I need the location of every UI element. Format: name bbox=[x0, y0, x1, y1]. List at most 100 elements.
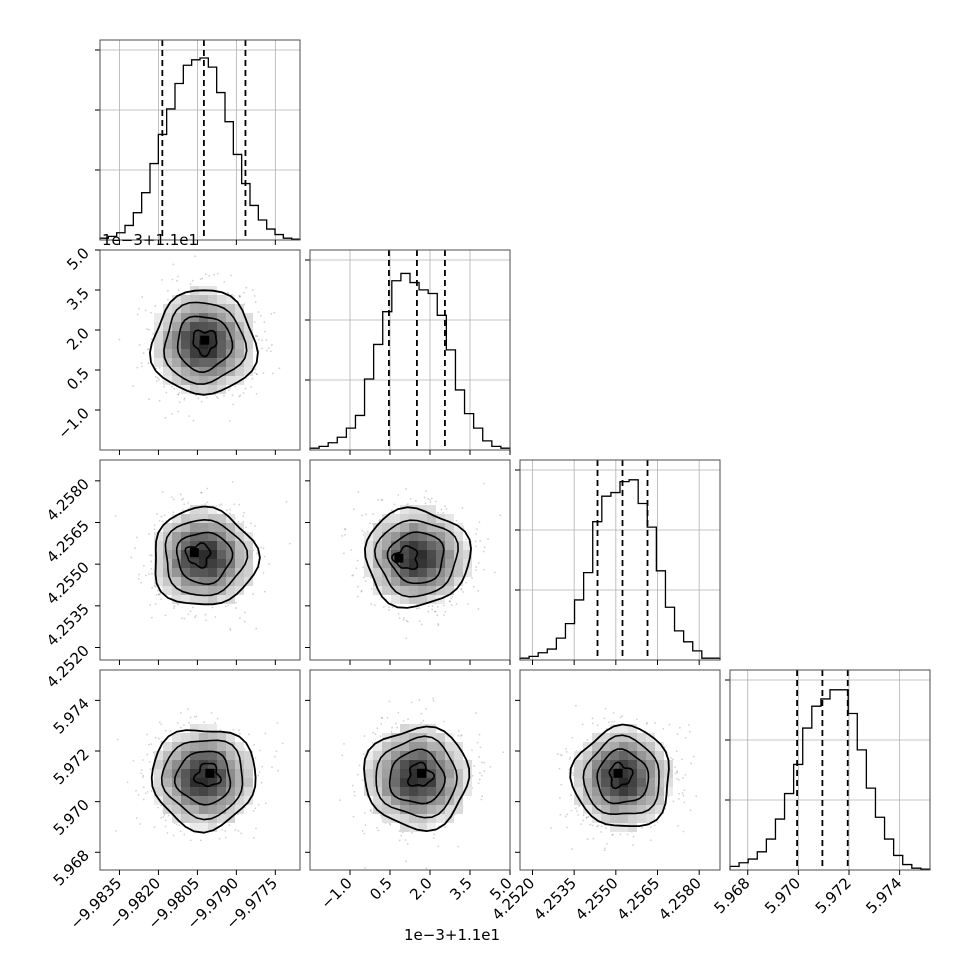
scatter-point bbox=[688, 724, 690, 726]
scatter-panel-3-2 bbox=[519, 669, 721, 871]
scatter-point bbox=[427, 610, 430, 613]
scatter-point bbox=[650, 839, 652, 842]
scatter-point bbox=[483, 770, 486, 772]
scatter-point bbox=[343, 527, 346, 530]
scatter-point bbox=[214, 616, 217, 618]
scatter-point bbox=[141, 365, 143, 368]
scatter-point bbox=[179, 711, 182, 714]
scatter-point bbox=[142, 786, 145, 789]
scatter-point bbox=[391, 726, 393, 729]
contour-line bbox=[608, 761, 634, 790]
density-cell bbox=[463, 541, 472, 550]
scatter-point bbox=[160, 515, 163, 518]
density-cell bbox=[154, 760, 163, 769]
scatter-point bbox=[559, 753, 562, 756]
scatter-point bbox=[153, 528, 156, 531]
density-cell bbox=[172, 796, 181, 805]
density-cell bbox=[601, 787, 610, 796]
scatter-point bbox=[414, 499, 417, 502]
scatter-point bbox=[379, 518, 381, 521]
scatter-point bbox=[656, 821, 659, 824]
density-cell bbox=[208, 340, 217, 349]
scatter-point bbox=[363, 812, 366, 814]
density-cell bbox=[181, 778, 190, 787]
density-cell bbox=[190, 742, 199, 751]
density-cell bbox=[427, 724, 436, 733]
density-cell bbox=[235, 331, 244, 340]
density-cell bbox=[418, 778, 427, 787]
density-cell bbox=[382, 577, 391, 586]
density-cell bbox=[208, 778, 217, 787]
density-cell bbox=[235, 550, 244, 559]
density-cell bbox=[628, 724, 637, 733]
scatter-point bbox=[177, 410, 180, 413]
density-cell bbox=[391, 814, 400, 823]
density-cell bbox=[181, 568, 190, 577]
density-cell bbox=[400, 577, 409, 586]
density-cell bbox=[454, 532, 463, 541]
scatter-point bbox=[356, 773, 359, 776]
scatter-point bbox=[641, 827, 644, 829]
density-cell bbox=[400, 814, 409, 823]
density-cell bbox=[208, 313, 217, 322]
density-cell bbox=[244, 778, 253, 787]
density-cell bbox=[628, 760, 637, 769]
scatter-point bbox=[478, 733, 481, 736]
scatter-point bbox=[374, 733, 377, 735]
scatter-point bbox=[163, 813, 166, 816]
contour-line bbox=[163, 301, 248, 385]
scatter-point bbox=[462, 591, 465, 593]
scatter-point bbox=[465, 581, 467, 584]
scatter-point bbox=[142, 759, 144, 761]
scatter-point bbox=[116, 738, 119, 741]
scatter-point bbox=[475, 566, 478, 569]
density-cell bbox=[409, 550, 418, 559]
scatter-point bbox=[364, 580, 367, 582]
scatter-point bbox=[132, 385, 135, 387]
scatter-point bbox=[257, 803, 260, 806]
density-cell bbox=[190, 724, 199, 733]
density-cell bbox=[463, 769, 472, 778]
scatter-point bbox=[193, 715, 196, 718]
density-cell bbox=[400, 514, 409, 523]
scatter-point bbox=[210, 712, 213, 714]
scatter-point bbox=[604, 847, 606, 850]
scatter-point bbox=[606, 842, 608, 845]
density-cell bbox=[382, 568, 391, 577]
scatter-point bbox=[134, 547, 136, 550]
scatter-point bbox=[138, 307, 140, 310]
density-cell bbox=[409, 523, 418, 532]
density-cell bbox=[655, 760, 664, 769]
scatter-point bbox=[357, 491, 360, 493]
scatter-point bbox=[158, 378, 160, 381]
density-cell bbox=[172, 733, 181, 742]
scatter-point bbox=[460, 588, 463, 591]
scatter-point bbox=[150, 743, 153, 746]
density-cell bbox=[217, 769, 226, 778]
scatter-point bbox=[140, 362, 143, 364]
density-cell bbox=[190, 523, 199, 532]
scatter-point bbox=[255, 392, 258, 395]
scatter-point bbox=[252, 809, 255, 812]
scatter-point bbox=[243, 511, 245, 514]
scatter-point bbox=[136, 366, 139, 369]
scatter-point bbox=[221, 828, 224, 831]
scatter-point bbox=[142, 776, 144, 779]
scatter-point bbox=[684, 774, 687, 776]
scatter-point bbox=[161, 491, 164, 494]
scatter-point bbox=[391, 606, 394, 609]
scatter-point bbox=[248, 733, 250, 736]
scatter-point bbox=[148, 533, 150, 536]
panel-background bbox=[730, 670, 930, 870]
scatter-point bbox=[357, 585, 359, 588]
scatter-point bbox=[177, 289, 180, 292]
scatter-point bbox=[250, 522, 252, 525]
density-cell bbox=[409, 514, 418, 523]
scatter-point bbox=[237, 521, 240, 523]
scatter-point bbox=[394, 722, 397, 725]
density-cell bbox=[583, 751, 592, 760]
contour-line bbox=[164, 518, 249, 597]
density-cell bbox=[610, 823, 619, 832]
contour-line bbox=[375, 735, 458, 819]
scatter-point bbox=[362, 576, 365, 579]
